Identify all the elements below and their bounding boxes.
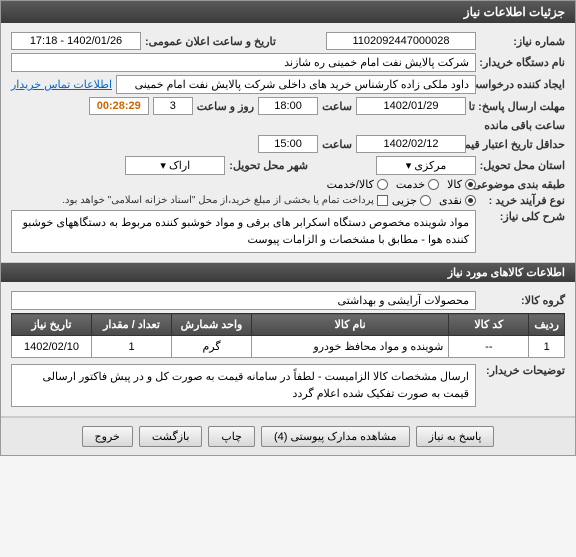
validity-time: 15:00 xyxy=(258,135,318,153)
cell-date: 1402/02/10 xyxy=(12,336,92,358)
goods-section-header: اطلاعات کالاهای مورد نیاز xyxy=(1,263,575,282)
col-code: کد کالا xyxy=(449,314,529,336)
col-unit: واحد شمارش xyxy=(172,314,252,336)
time-label-2: ساعت xyxy=(322,138,352,151)
announce-value: 1402/01/26 - 17:18 xyxy=(11,32,141,50)
countdown: 00:28:29 xyxy=(89,97,149,115)
city-value: اراک xyxy=(169,160,190,172)
checkbox-note[interactable]: پرداخت تمام یا بخشی از مبلغ خرید،از محل … xyxy=(62,195,388,206)
table-header-row: ردیف کد کالا نام کالا واحد شمارش تعداد /… xyxy=(12,314,565,336)
radio-full-label: نقدی xyxy=(439,194,462,207)
col-idx: ردیف xyxy=(529,314,565,336)
radio-goods[interactable]: کالا xyxy=(447,178,476,191)
req-number-value: 1102092447000028 xyxy=(326,32,476,50)
radio-goods-circle xyxy=(465,179,476,190)
attachments-button[interactable]: مشاهده مدارک پیوستی (4) xyxy=(261,426,410,447)
validity-label: حداقل تاریخ اعتبار قیمت: تا تاریخ: xyxy=(470,138,565,151)
radio-partial[interactable]: جزیی xyxy=(392,194,431,207)
radio-service[interactable]: خدمت xyxy=(396,178,439,191)
print-button[interactable]: چاپ xyxy=(208,426,255,447)
radio-both-label: کالا/خدمت xyxy=(327,178,374,191)
zone-label: روز و ساعت xyxy=(197,100,254,113)
checkbox-treasury xyxy=(377,195,388,206)
purchase-type-label: نوع فرآیند خرید : xyxy=(480,194,565,207)
cell-code: -- xyxy=(449,336,529,358)
category-label: طبقه بندی موضوعی: xyxy=(480,178,565,191)
table-row[interactable]: 1 -- شوینده و مواد محافظ خودرو گرم 1 140… xyxy=(12,336,565,358)
validity-date: 1402/02/12 xyxy=(356,135,466,153)
group-label: گروه کالا: xyxy=(480,294,565,307)
creator-label: ایجاد کننده درخواست: xyxy=(480,78,565,91)
province-select[interactable]: مرکزی ▾ xyxy=(376,156,476,175)
desc-text: مواد شوینده مخصوص دستگاه اسکرابر های برق… xyxy=(11,210,476,253)
device-value: شرکت پالایش نفت امام خمینی ره شازند xyxy=(11,53,476,72)
announce-label: تاریخ و ساعت اعلان عمومی: xyxy=(145,35,276,48)
device-label: نام دستگاه خریدار: xyxy=(480,56,565,69)
radio-partial-circle xyxy=(420,195,431,206)
radio-full-circle xyxy=(465,195,476,206)
chevron-down-icon-2: ▾ xyxy=(160,160,166,172)
radio-both-circle xyxy=(377,179,388,190)
province-value: مرکزی xyxy=(414,160,446,172)
purchase-radio-group: نقدی جزیی xyxy=(392,194,476,207)
zone-value: 3 xyxy=(153,97,193,115)
col-date: تاریخ نیاز xyxy=(12,314,92,336)
back-button[interactable]: بازگشت xyxy=(139,426,203,447)
cell-qty: 1 xyxy=(92,336,172,358)
cell-idx: 1 xyxy=(529,336,565,358)
radio-partial-label: جزیی xyxy=(392,194,417,207)
radio-service-label: خدمت xyxy=(396,178,425,191)
radio-both[interactable]: کالا/خدمت xyxy=(327,178,388,191)
col-qty: تعداد / مقدار xyxy=(92,314,172,336)
main-header: جزئیات اطلاعات نیاز xyxy=(1,1,575,23)
cell-unit: گرم xyxy=(172,336,252,358)
radio-full[interactable]: نقدی xyxy=(439,194,476,207)
contact-link[interactable]: اطلاعات تماس خریدار xyxy=(11,78,112,91)
buyer-note-label: توضیحات خریدار: xyxy=(480,364,565,377)
checkbox-note-text: پرداخت تمام یا بخشی از مبلغ خرید،از محل … xyxy=(62,195,374,206)
time-label-1: ساعت xyxy=(322,100,352,113)
col-name: نام کالا xyxy=(252,314,449,336)
radio-goods-label: کالا xyxy=(447,178,462,191)
province-label: استان محل تحویل: xyxy=(480,159,565,172)
deadline-label: مهلت ارسال پاسخ: تا تاریخ: xyxy=(470,100,565,113)
cell-name: شوینده و مواد محافظ خودرو xyxy=(252,336,449,358)
exit-button[interactable]: خروج xyxy=(82,426,133,447)
goods-table: ردیف کد کالا نام کالا واحد شمارش تعداد /… xyxy=(11,313,565,358)
deadline-time: 18:00 xyxy=(258,97,318,115)
button-bar: پاسخ به نیاز مشاهده مدارک پیوستی (4) چاپ… xyxy=(1,417,575,455)
deadline-date: 1402/01/29 xyxy=(356,97,466,115)
category-radio-group: کالا خدمت کالا/خدمت xyxy=(327,178,476,191)
group-value: محصولات آرایشی و بهداشتی xyxy=(11,291,476,310)
req-number-label: شماره نیاز: xyxy=(480,35,565,48)
city-label: شهر محل تحویل: xyxy=(229,159,308,172)
radio-service-circle xyxy=(428,179,439,190)
desc-label: شرح کلی نیاز: xyxy=(480,210,565,223)
buyer-note-text: ارسال مشخصات کالا الزامیست - لطفاً در سا… xyxy=(11,364,476,407)
remaining-label: ساعت باقی مانده xyxy=(484,119,565,132)
city-select[interactable]: اراک ▾ xyxy=(125,156,225,175)
respond-button[interactable]: پاسخ به نیاز xyxy=(416,426,495,447)
chevron-down-icon: ▾ xyxy=(406,160,412,172)
creator-value: داود ملکی زاده کارشناس خرید های داخلی شر… xyxy=(116,75,476,94)
